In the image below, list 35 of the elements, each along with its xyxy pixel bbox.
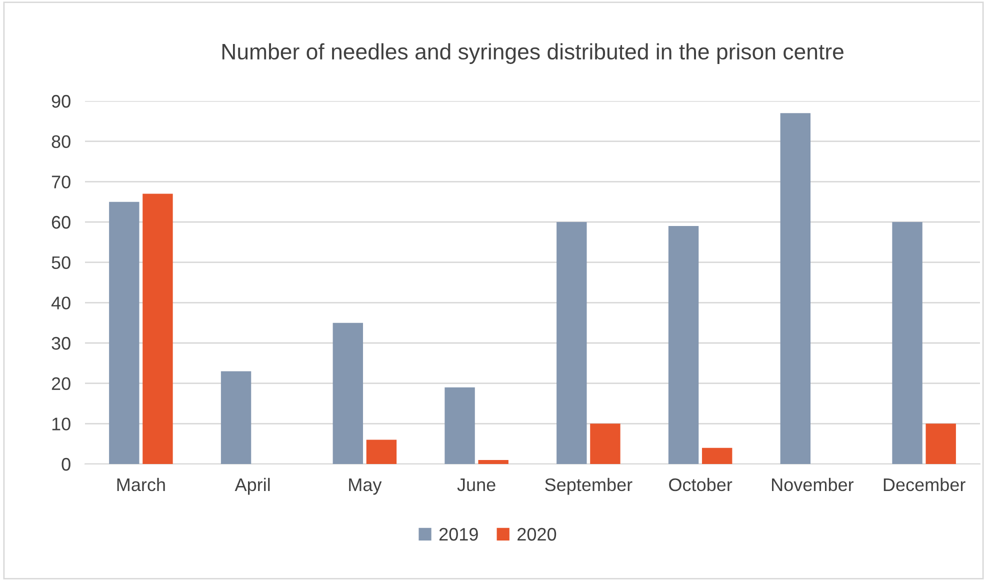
- y-tick-label: 90: [52, 94, 70, 108]
- bar: [668, 226, 699, 464]
- bar: [478, 460, 508, 464]
- bar: [892, 222, 922, 464]
- legend-label: 2020: [518, 528, 556, 541]
- bar: [556, 222, 587, 464]
- x-tick-label: October: [669, 478, 732, 492]
- y-tick-label: 50: [52, 256, 70, 270]
- x-tick-label: May: [349, 478, 382, 495]
- y-tick-label: 40: [51, 296, 70, 310]
- x-tick-label: June: [457, 478, 496, 492]
- x-tick-label: March: [117, 478, 165, 492]
- bar: [220, 371, 252, 464]
- bar: [780, 113, 811, 464]
- bar: [702, 448, 732, 464]
- y-tick-label: 30: [52, 336, 70, 350]
- bar: [366, 440, 397, 464]
- y-tick-label: 0: [62, 458, 70, 471]
- bar: [142, 194, 173, 464]
- y-tick-label: 10: [52, 418, 70, 430]
- x-tick-label: September: [545, 478, 632, 495]
- x-tick-label: December: [884, 478, 966, 492]
- x-tick-label: November: [772, 478, 854, 492]
- y-tick-label: 70: [52, 176, 70, 188]
- y-tick-label: 60: [52, 216, 70, 229]
- bar: [926, 424, 956, 464]
- bar: [109, 202, 140, 464]
- y-tick-label: 80: [52, 135, 70, 148]
- x-tick-label: April: [234, 478, 270, 495]
- bar: [332, 322, 364, 464]
- y-tick-label: 20: [52, 377, 70, 390]
- bar: [444, 387, 475, 464]
- chart-title: Number of needles and syringes distributed in the prison centre: [222, 43, 844, 64]
- legend-label: 2019: [439, 528, 478, 541]
- bar: [590, 424, 620, 464]
